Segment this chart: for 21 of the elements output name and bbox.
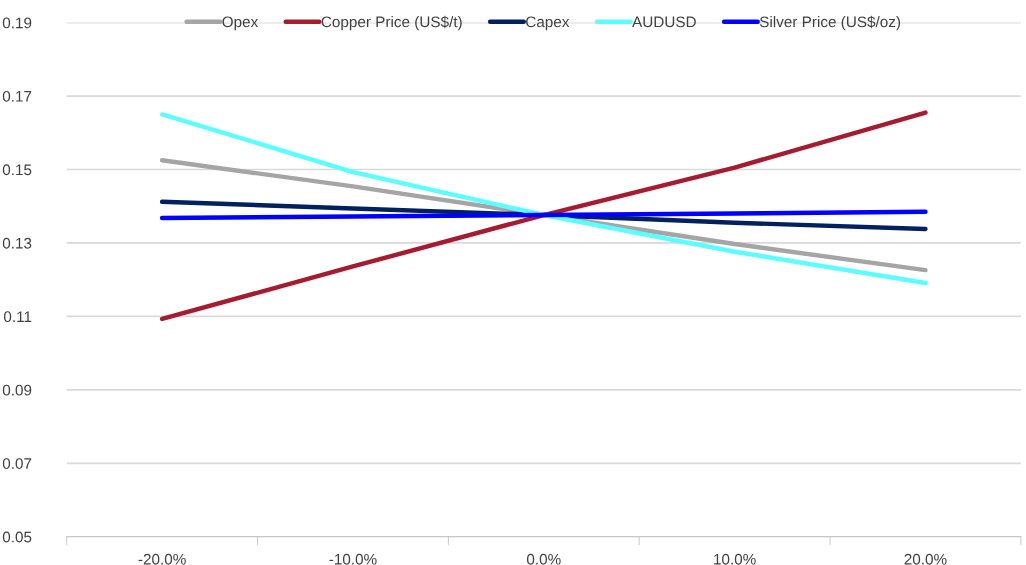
x-tick-label: 10.0% (714, 553, 756, 565)
y-tick-label: 0.17 (2, 90, 32, 102)
line-series (159, 112, 928, 286)
y-tick-label: 0.07 (2, 458, 32, 469)
y-tick-label: 0.19 (2, 17, 32, 29)
y-tick-label: 0.09 (2, 384, 32, 396)
line-series (159, 209, 928, 221)
legend-label: Copper Price (US$/t) (321, 15, 462, 31)
legend-label: Silver Price (US$/oz) (759, 15, 901, 31)
x-tick-label: -10.0% (329, 553, 377, 565)
legend-label: AUDUSD (632, 16, 696, 28)
legend-label: Capex (526, 16, 570, 31)
x-tick-label: -20.0% (138, 553, 186, 565)
x-tick-label: 20.0% (904, 553, 947, 565)
x-tick-label: 0.0% (526, 553, 561, 565)
y-tick-label: 0.15 (2, 164, 32, 176)
legend-label: Opex (222, 16, 259, 31)
line-series (159, 110, 928, 322)
y-tick-label: 0.13 (2, 237, 32, 249)
y-tick-label: 0.05 (2, 531, 32, 543)
y-tick-label: 0.11 (3, 311, 32, 323)
